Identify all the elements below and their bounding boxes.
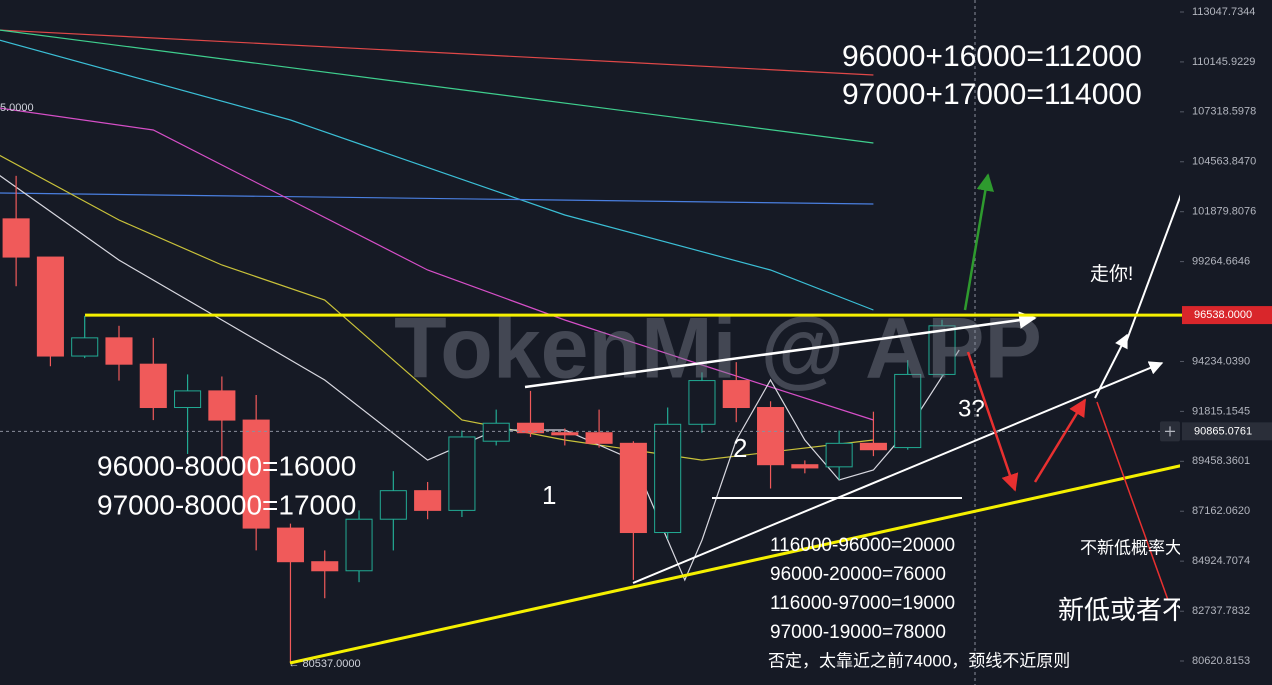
trend-line [289, 440, 1268, 665]
y-tick-label: 80620.8153 [1192, 655, 1250, 667]
candle-body [688, 380, 716, 425]
price-label: 5.0000 [0, 102, 34, 114]
y-tick-label: 104563.8470 [1192, 156, 1256, 168]
moving-average [0, 192, 874, 205]
candle-body [894, 373, 922, 449]
annotation: 116000-97000=19000 [770, 593, 955, 614]
candle-body [448, 436, 476, 511]
candle-body [174, 390, 202, 409]
candle-body [71, 337, 99, 357]
crosshair-plus [1165, 426, 1175, 437]
moving-average [0, 39, 874, 311]
y-tick-label: 82737.7832 [1192, 605, 1250, 617]
candle-body [2, 218, 30, 258]
candle-body [242, 419, 270, 529]
candle-body [619, 442, 647, 534]
y-tick-label: 113047.7344 [1192, 6, 1255, 18]
annotation: 97000-19000=78000 [770, 622, 946, 643]
y-tick-label: 89458.3601 [1192, 455, 1250, 467]
moving-average [0, 29, 874, 76]
annotation: 1 [542, 480, 556, 510]
watermark: TokenMi @ APP [394, 301, 1042, 397]
annotation: 97000-80000=17000 [97, 489, 356, 520]
y-tick-label: 110145.9229 [1192, 56, 1255, 68]
annotation: 走你! [1090, 263, 1133, 285]
candle-body [551, 432, 579, 436]
annotation: 96000-20000=76000 [770, 564, 946, 585]
y-tick-label: 99264.6646 [1192, 256, 1250, 268]
candle-body [859, 442, 887, 451]
candle-body [928, 325, 956, 375]
arrow [1096, 401, 1169, 601]
y-tick-label: 91815.1545 [1192, 405, 1250, 417]
y-tick-label: 87162.0620 [1192, 505, 1250, 517]
candle-body [516, 422, 545, 434]
annotation: 2 [733, 433, 747, 463]
candle-body [36, 256, 64, 357]
y-tick-label: 101879.8076 [1192, 206, 1256, 218]
annotation: 96000-80000=16000 [97, 450, 356, 481]
arrow [963, 173, 994, 311]
annotation: 否定，太靠近之前74000，颈线不近原则 [768, 651, 1070, 670]
annotation: 不新低概率大 [1080, 538, 1182, 557]
moving-average [0, 107, 874, 421]
candle-body [791, 464, 819, 469]
candle-body [345, 518, 373, 572]
candle-body [825, 442, 853, 468]
arrow [1094, 333, 1128, 399]
candle-body [654, 423, 682, 534]
moving-average [0, 29, 874, 144]
candle-body [208, 390, 236, 421]
candle-body [105, 337, 133, 365]
candle-body [482, 422, 510, 442]
arrow [966, 351, 1019, 492]
low-label: ← 80537.0000 [288, 658, 360, 670]
candle-body [276, 527, 304, 563]
annotation: 96000+16000=112000 [842, 40, 1142, 73]
y-tick-label: 84924.7074 [1192, 555, 1250, 567]
candle-body [414, 490, 442, 511]
y-tick-label: 94234.0390 [1192, 355, 1250, 367]
y-tick-label: 107318.5978 [1192, 106, 1256, 118]
candle-body [379, 490, 407, 520]
candle-body [757, 407, 785, 466]
trend-line [524, 311, 1037, 389]
price-axis [1180, 0, 1272, 685]
annotation: 116000-96000=20000 [770, 535, 955, 556]
plot-layer [0, 29, 960, 663]
candle-body [311, 561, 339, 572]
candle-body [139, 363, 167, 409]
arrow [1033, 398, 1087, 483]
annotation: 3? [958, 395, 985, 422]
crosshair-label-box [1182, 422, 1272, 441]
candle-body [722, 380, 750, 409]
crosshair-label: 90865.0761 [1194, 425, 1252, 437]
price-label: 96538.0000 [1194, 309, 1252, 321]
candle-body [585, 432, 613, 444]
annotation: 97000+17000=114000 [842, 78, 1142, 111]
price-label-box [1182, 306, 1272, 325]
moving-average [0, 174, 960, 582]
